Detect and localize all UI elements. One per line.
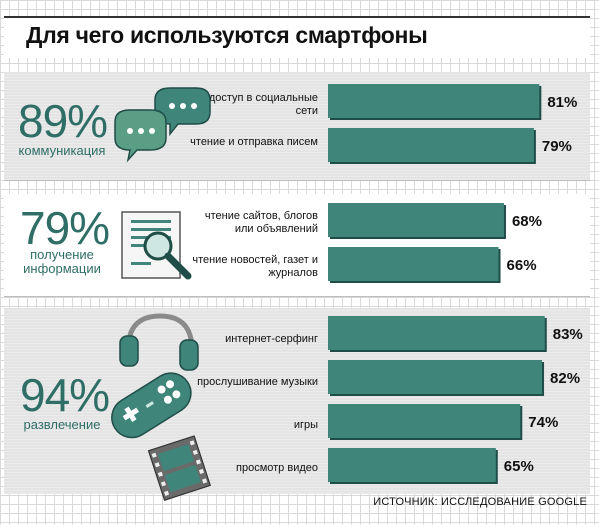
bar-label: просмотр видео: [236, 462, 318, 474]
group-label-entertainment: развлечение: [23, 417, 101, 432]
group-percent-communication: 89%: [18, 95, 108, 147]
bar: [328, 247, 499, 281]
bar: [328, 203, 504, 237]
headphones-gamepad-film-icon: [111, 313, 211, 501]
document-magnifier-icon: [121, 211, 192, 280]
bar-value-label: 74%: [528, 414, 558, 431]
bar: [328, 128, 534, 162]
bar-label: прослушивание музыки: [197, 376, 318, 388]
bar-value-label: 83%: [553, 326, 583, 343]
bar-value-label: 82%: [550, 370, 580, 387]
source-note: ИСТОЧНИК: ИССЛЕДОВАНИЕ GOOGLE: [373, 496, 587, 508]
bar-value-label: 79%: [542, 138, 572, 155]
bar-label: чтение сайтов, блогов или объявлений: [204, 210, 318, 236]
bar-value-label: 81%: [547, 94, 577, 111]
speech-bubbles-icon: [114, 87, 211, 163]
band-divider: [4, 296, 590, 297]
group-label-information: получение информации: [23, 247, 101, 277]
bar: [328, 404, 521, 438]
title-box: [4, 16, 590, 58]
bar: [328, 316, 545, 350]
bar-value-label: 66%: [507, 257, 537, 274]
page-title: Для чего используются смартфоны: [26, 22, 428, 48]
bar-label: чтение и отправка писем: [190, 136, 318, 148]
bar-value-label: 65%: [504, 458, 534, 475]
bar-label: доступ в социальные сети: [208, 92, 318, 118]
group-percent-entertainment: 94%: [20, 369, 110, 421]
band-divider: [4, 180, 590, 181]
bar: [328, 360, 543, 394]
group-label-communication: коммуникация: [18, 143, 106, 158]
bar-value-label: 68%: [512, 213, 542, 230]
bar-label: чтение новостей, газет и журналов: [192, 254, 318, 280]
bar: [328, 84, 540, 118]
group-percent-information: 79%: [20, 202, 110, 254]
band-communication: [4, 72, 590, 180]
bar-label: игры: [293, 419, 318, 431]
bar-label: интернет-серфинг: [225, 333, 318, 345]
bar: [328, 448, 496, 482]
